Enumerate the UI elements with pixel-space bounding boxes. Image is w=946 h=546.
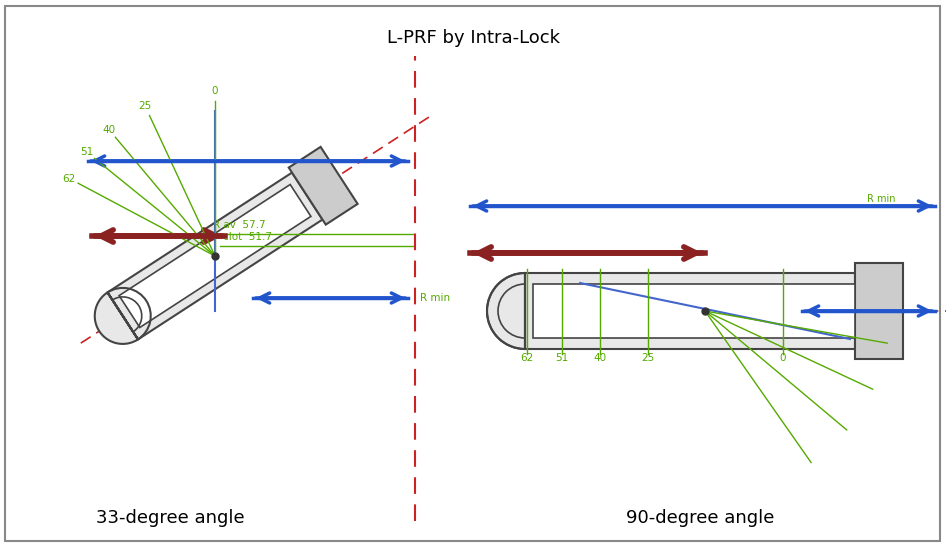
Text: 0: 0 <box>212 86 219 96</box>
Text: 25: 25 <box>641 353 655 363</box>
Polygon shape <box>108 173 323 340</box>
Text: 33-degree angle: 33-degree angle <box>96 509 244 527</box>
Text: 25: 25 <box>139 102 152 111</box>
Text: 51: 51 <box>555 353 569 363</box>
Text: 0: 0 <box>780 353 786 363</box>
Text: 51: 51 <box>80 147 94 157</box>
Text: clot  51.7: clot 51.7 <box>223 232 272 242</box>
Bar <box>855 263 903 359</box>
Text: L-PRF by Intra-Lock: L-PRF by Intra-Lock <box>387 29 559 47</box>
Polygon shape <box>95 293 138 344</box>
Polygon shape <box>487 273 525 349</box>
Polygon shape <box>119 185 311 328</box>
Text: 62: 62 <box>520 353 534 363</box>
Text: 62: 62 <box>62 174 76 183</box>
Text: R min: R min <box>867 194 895 204</box>
Bar <box>525 273 855 349</box>
Bar <box>533 284 855 338</box>
Text: 40: 40 <box>593 353 606 363</box>
Text: 40: 40 <box>102 124 115 135</box>
Text: R av  57.7: R av 57.7 <box>213 220 266 230</box>
Text: R min: R min <box>420 293 450 303</box>
Text: 90-degree angle: 90-degree angle <box>626 509 774 527</box>
Polygon shape <box>289 147 358 224</box>
